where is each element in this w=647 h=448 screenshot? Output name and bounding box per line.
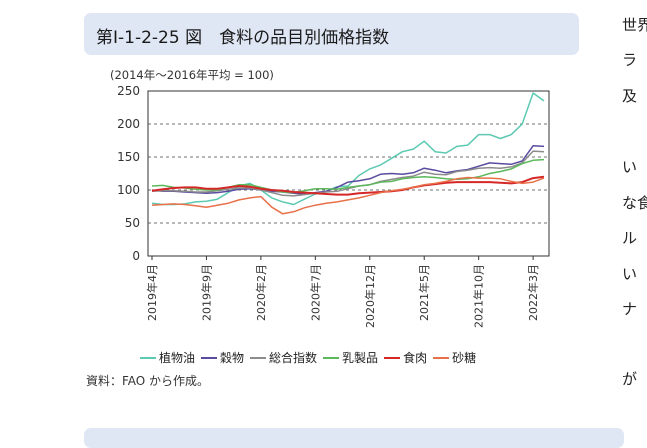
y-tick-label: 50 bbox=[125, 216, 140, 230]
legend-item-vegetable_oil: 植物油 bbox=[140, 349, 195, 366]
chart-legend: 植物油 穀物 総合指数 乳製品 食肉 砂糖 bbox=[140, 349, 482, 366]
legend-item-overall: 総合指数 bbox=[250, 349, 317, 366]
side-text-line: ル bbox=[622, 229, 638, 247]
side-text-line: が bbox=[622, 370, 638, 388]
side-text-line: ナ bbox=[622, 300, 638, 318]
legend-swatch bbox=[201, 356, 218, 359]
y-tick-label: 0 bbox=[132, 249, 140, 263]
legend-item-meat: 食肉 bbox=[384, 349, 427, 366]
y-tick-label: 200 bbox=[117, 117, 140, 131]
x-tick-label: 2019年9月 bbox=[199, 264, 213, 321]
series-line-vegetable_oil bbox=[151, 92, 545, 206]
series-line-cereals bbox=[151, 145, 545, 195]
x-tick-label: 2020年7月 bbox=[308, 264, 322, 321]
series-line-meat bbox=[151, 175, 545, 196]
plot-frame bbox=[147, 90, 550, 257]
figure-title: 第Ⅰ-1-2-25 図 食料の品目別価格指数 bbox=[96, 28, 390, 48]
y-tick-label: 150 bbox=[117, 150, 140, 164]
legend-item-sugar: 砂糖 bbox=[433, 349, 476, 366]
x-tick-label: 2021年10月 bbox=[472, 264, 486, 328]
legend-label: 穀物 bbox=[220, 351, 245, 365]
side-text-line: 及 bbox=[622, 87, 638, 105]
legend-label: 乳製品 bbox=[342, 351, 379, 365]
figure-title-bar: 第Ⅰ-1-2-25 図 食料の品目別価格指数 bbox=[84, 13, 579, 55]
y-tick-label: 100 bbox=[117, 183, 140, 197]
figure-note: (2014年～2016年平均 = 100) bbox=[110, 68, 274, 82]
legend-label: 植物油 bbox=[159, 351, 196, 365]
legend-swatch bbox=[433, 356, 450, 359]
legend-item-dairy: 乳製品 bbox=[323, 349, 378, 366]
figure-source: 資料：FAO から作成。 bbox=[86, 374, 210, 388]
legend-swatch bbox=[323, 356, 340, 359]
x-tick-label: 2020年12月 bbox=[363, 264, 377, 328]
x-tick-label: 2019年4月 bbox=[145, 264, 159, 321]
legend-swatch bbox=[140, 356, 156, 359]
side-text-line: ラ bbox=[622, 51, 638, 69]
y-tick-label: 250 bbox=[117, 84, 140, 98]
legend-swatch bbox=[250, 356, 267, 359]
legend-label: 砂糖 bbox=[452, 351, 477, 365]
x-tick-label: 2022年3月 bbox=[526, 264, 540, 321]
series-line-dairy bbox=[151, 158, 545, 194]
legend-swatch bbox=[384, 356, 401, 359]
side-text-line: な食 bbox=[622, 194, 647, 212]
x-tick-label: 2020年2月 bbox=[254, 264, 268, 321]
side-text-line: 世界 bbox=[622, 16, 647, 34]
line-chart: 0 50 100 150 200 250 2019年4月 2019年9月 2020年2月 2020… bbox=[117, 84, 550, 328]
x-tick-label: 2021年5月 bbox=[417, 264, 431, 321]
legend-item-cereals: 穀物 bbox=[201, 349, 244, 366]
side-text-line: い bbox=[622, 158, 638, 176]
next-figure-bar bbox=[84, 428, 624, 448]
legend-label: 総合指数 bbox=[269, 351, 318, 365]
series-line-sugar bbox=[151, 176, 545, 215]
side-text-line: い bbox=[622, 265, 638, 283]
legend-label: 食肉 bbox=[403, 351, 428, 365]
